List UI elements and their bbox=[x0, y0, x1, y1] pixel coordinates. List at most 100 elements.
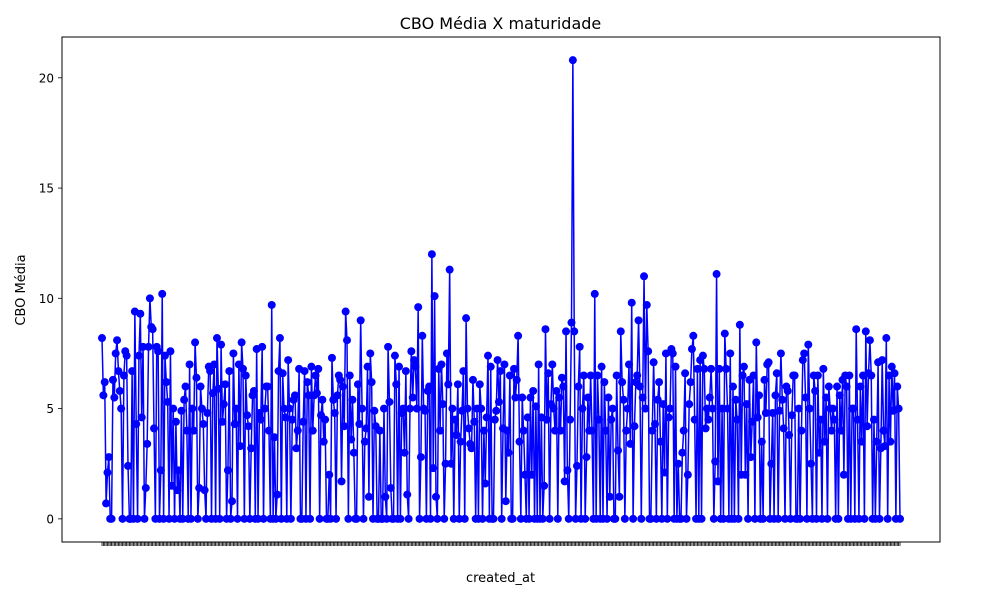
data-point bbox=[467, 444, 476, 453]
data-point bbox=[570, 327, 579, 336]
data-point bbox=[693, 364, 702, 373]
data-point bbox=[798, 356, 807, 365]
data-point bbox=[649, 358, 658, 367]
data-point bbox=[512, 375, 521, 384]
data-point bbox=[399, 404, 408, 413]
data-point bbox=[774, 514, 783, 523]
data-point bbox=[463, 404, 472, 413]
data-point bbox=[709, 514, 718, 523]
data-point bbox=[107, 514, 116, 523]
data-point bbox=[382, 514, 391, 523]
data-point bbox=[676, 514, 685, 523]
data-point bbox=[291, 391, 299, 400]
data-point bbox=[223, 466, 232, 475]
data-point bbox=[462, 314, 471, 323]
data-point bbox=[552, 386, 561, 395]
data-point bbox=[811, 386, 820, 395]
data-point bbox=[415, 514, 424, 523]
data-point bbox=[508, 514, 517, 523]
data-point bbox=[421, 406, 430, 415]
data-point bbox=[687, 345, 696, 354]
y-tick-label: 15 bbox=[39, 182, 54, 196]
data-point bbox=[642, 300, 651, 309]
data-point bbox=[644, 347, 653, 356]
data-point bbox=[185, 360, 194, 369]
data-point bbox=[681, 369, 690, 378]
data-point bbox=[464, 424, 473, 433]
data-point bbox=[731, 395, 740, 404]
data-point bbox=[427, 250, 436, 259]
data-point bbox=[416, 453, 425, 462]
data-point bbox=[311, 371, 320, 380]
data-point bbox=[718, 404, 727, 413]
data-point bbox=[352, 514, 361, 523]
data-point bbox=[867, 371, 876, 380]
data-point bbox=[674, 459, 683, 468]
data-point bbox=[436, 426, 445, 435]
data-point bbox=[698, 351, 707, 360]
data-point bbox=[824, 382, 833, 391]
data-point bbox=[819, 364, 828, 373]
data-point bbox=[364, 492, 373, 501]
data-point bbox=[156, 466, 165, 475]
data-point bbox=[228, 497, 237, 506]
data-point bbox=[408, 393, 417, 402]
data-point bbox=[601, 426, 610, 435]
data-point bbox=[619, 395, 628, 404]
data-point bbox=[128, 367, 137, 376]
data-point bbox=[664, 413, 673, 422]
data-point bbox=[578, 404, 587, 413]
data-point bbox=[312, 389, 321, 398]
data-point bbox=[722, 364, 731, 373]
data-point bbox=[571, 514, 580, 523]
data-point bbox=[240, 514, 249, 523]
data-point bbox=[241, 371, 250, 380]
data-point bbox=[486, 362, 495, 371]
data-point bbox=[812, 514, 821, 523]
data-point bbox=[556, 426, 565, 435]
data-point bbox=[410, 356, 419, 365]
data-point bbox=[247, 444, 256, 453]
data-point bbox=[786, 514, 795, 523]
data-point bbox=[174, 466, 183, 475]
data-point bbox=[879, 426, 888, 435]
data-point bbox=[540, 481, 549, 490]
data-point bbox=[668, 349, 677, 358]
data-point bbox=[802, 514, 811, 523]
data-point bbox=[166, 347, 175, 356]
data-point bbox=[404, 514, 413, 523]
data-point bbox=[494, 397, 503, 406]
data-point bbox=[343, 336, 352, 345]
data-point bbox=[527, 470, 536, 479]
data-point bbox=[663, 514, 672, 523]
data-point bbox=[448, 404, 457, 413]
data-point bbox=[837, 426, 846, 435]
data-point bbox=[145, 294, 154, 303]
data-point bbox=[618, 378, 627, 387]
data-point bbox=[842, 382, 851, 391]
data-point bbox=[526, 393, 535, 402]
data-point bbox=[503, 426, 512, 435]
data-point bbox=[755, 391, 764, 400]
data-point bbox=[800, 349, 809, 358]
data-point bbox=[363, 362, 372, 371]
data-point bbox=[111, 349, 120, 358]
data-point bbox=[768, 408, 777, 417]
data-point bbox=[326, 514, 335, 523]
data-point bbox=[531, 402, 540, 411]
data-point bbox=[281, 413, 290, 422]
data-point bbox=[173, 486, 182, 495]
data-point bbox=[332, 514, 341, 523]
data-point bbox=[431, 492, 440, 501]
data-point bbox=[686, 378, 695, 387]
data-point bbox=[703, 404, 711, 413]
data-point bbox=[177, 406, 186, 415]
data-point bbox=[275, 334, 284, 343]
y-tick-label: 20 bbox=[39, 71, 54, 85]
data-point bbox=[318, 395, 327, 404]
data-point bbox=[203, 408, 212, 417]
data-point bbox=[188, 404, 197, 413]
data-point bbox=[744, 514, 753, 523]
data-point bbox=[563, 466, 572, 475]
data-point bbox=[778, 395, 787, 404]
